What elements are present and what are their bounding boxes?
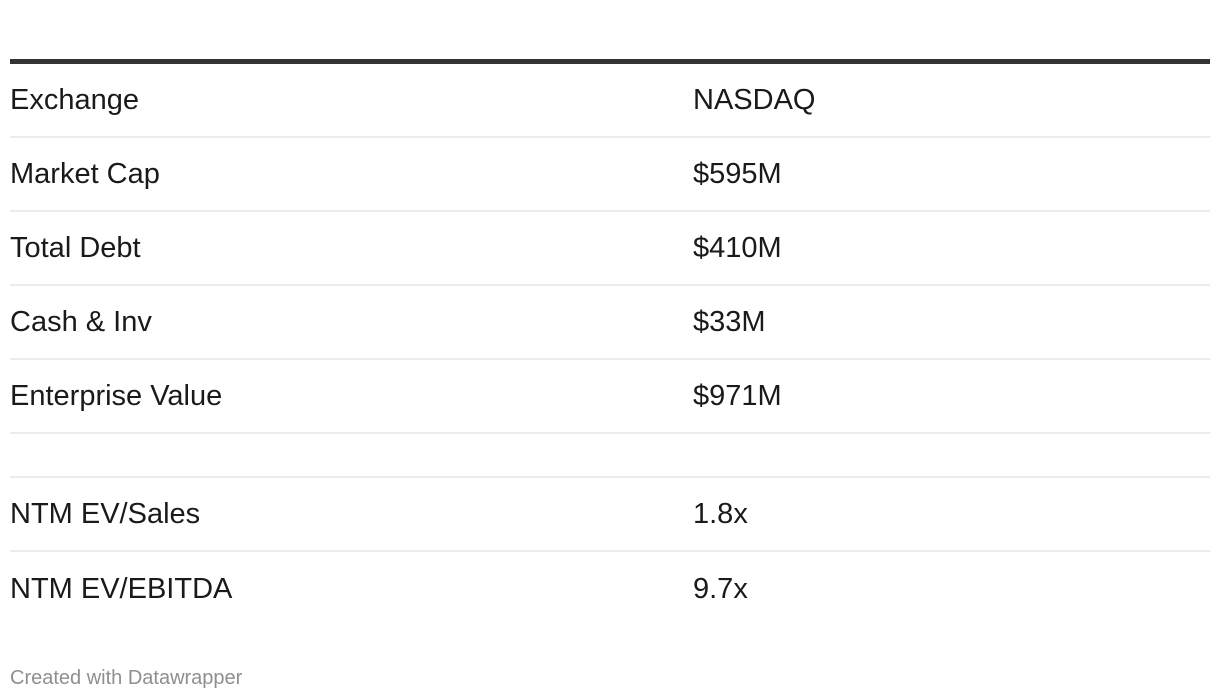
row-label: Cash & Inv [10, 305, 152, 338]
row-label: NTM EV/EBITDA [10, 572, 233, 605]
table-spacer-row [10, 434, 1210, 478]
row-label: Market Cap [10, 157, 160, 190]
row-label: Enterprise Value [10, 379, 223, 412]
table-row: Exchange NASDAQ [10, 64, 1210, 138]
datawrapper-attribution-link[interactable]: Created with Datawrapper [10, 667, 243, 689]
table-row: Total Debt $410M [10, 212, 1210, 286]
table-row: Market Cap $595M [10, 138, 1210, 212]
financial-stats-table: Exchange NASDAQ Market Cap $595M Total Debt $… [10, 59, 1210, 626]
row-value: NASDAQ [693, 83, 816, 116]
table-row: NTM EV/Sales 1.8x [10, 478, 1210, 552]
row-value: $410M [693, 231, 782, 264]
row-value: $971M [693, 379, 782, 412]
table-row: NTM EV/EBITDA 9.7x [10, 552, 1210, 626]
row-label: NTM EV/Sales [10, 497, 201, 530]
table-rows: Exchange NASDAQ Market Cap $595M Total Debt $… [10, 64, 1210, 626]
table-row: Enterprise Value $971M [10, 360, 1210, 434]
row-value: 9.7x [693, 572, 748, 605]
row-value: 1.8x [693, 497, 748, 530]
row-value: $33M [693, 305, 766, 338]
attribution-footer: Created with Datawrapper [10, 667, 1210, 690]
row-label: Total Debt [10, 231, 141, 264]
row-label: Exchange [10, 83, 139, 116]
row-value: $595M [693, 157, 782, 190]
table-row: Cash & Inv $33M [10, 286, 1210, 360]
